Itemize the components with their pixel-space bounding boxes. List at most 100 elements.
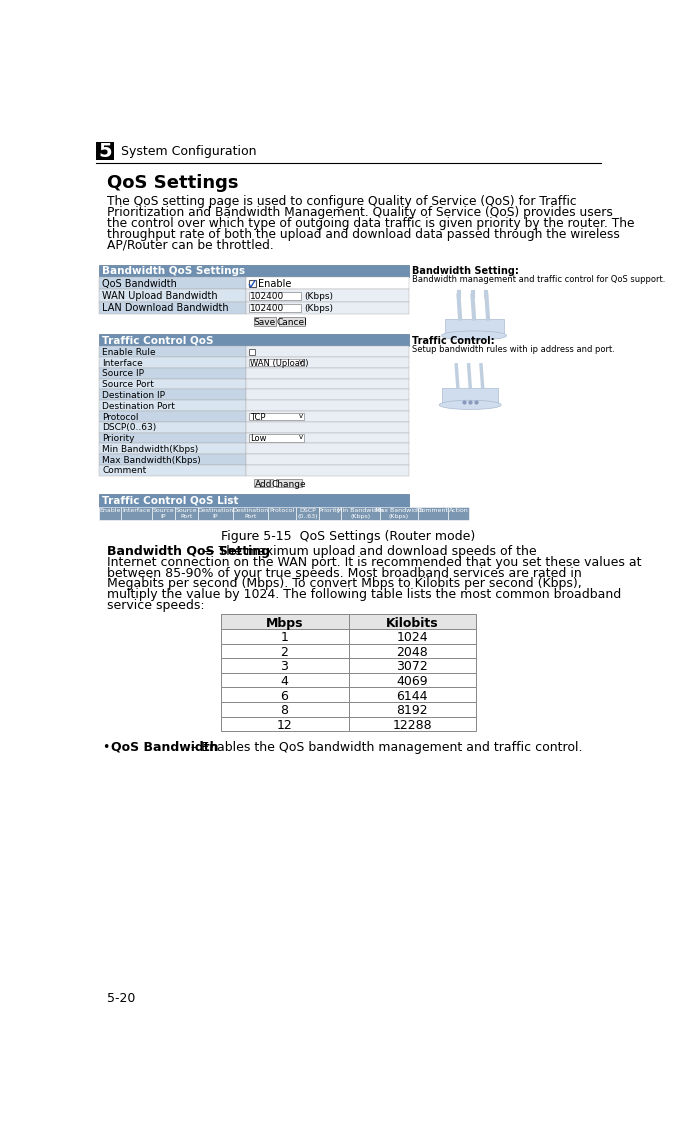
Text: Megabits per second (Mbps). To convert Mbps to Kilobits per second (Kbps),: Megabits per second (Mbps). To convert M… bbox=[107, 578, 581, 590]
Text: 3072: 3072 bbox=[396, 661, 428, 673]
Text: Traffic Control:: Traffic Control: bbox=[412, 335, 494, 345]
Bar bbox=[348, 687, 477, 702]
Ellipse shape bbox=[441, 331, 507, 341]
Bar bbox=[99, 494, 409, 506]
Text: 2048: 2048 bbox=[396, 646, 428, 659]
Text: •: • bbox=[102, 741, 109, 754]
Bar bbox=[99, 277, 246, 290]
Bar bbox=[348, 702, 477, 716]
Bar bbox=[348, 644, 477, 659]
Bar bbox=[348, 629, 477, 644]
Text: Priority: Priority bbox=[102, 434, 135, 443]
Text: Bandwidth Setting:: Bandwidth Setting: bbox=[412, 266, 519, 276]
Bar bbox=[279, 317, 305, 326]
Text: 8192: 8192 bbox=[396, 704, 428, 717]
Text: 12: 12 bbox=[276, 719, 292, 732]
Bar bbox=[254, 478, 273, 487]
Text: Max Bandwidth: Max Bandwidth bbox=[375, 508, 423, 513]
Bar bbox=[99, 432, 246, 443]
Text: The QoS setting page is used to configure Quality of Service (QoS) for Traffic: The QoS setting page is used to configur… bbox=[107, 195, 577, 209]
Text: Kilobits: Kilobits bbox=[386, 617, 439, 629]
Bar bbox=[99, 389, 246, 400]
Text: Traffic Control QoS List: Traffic Control QoS List bbox=[102, 495, 239, 505]
Bar bbox=[96, 141, 114, 160]
Text: DSCP: DSCP bbox=[299, 508, 316, 513]
Text: Source: Source bbox=[152, 508, 174, 513]
Text: (Kbps): (Kbps) bbox=[305, 292, 333, 301]
Bar bbox=[246, 411, 409, 422]
Bar bbox=[246, 389, 409, 400]
Text: Change: Change bbox=[271, 479, 306, 488]
Bar bbox=[246, 432, 409, 443]
Text: – Enables the QoS bandwidth management and traffic control.: – Enables the QoS bandwidth management a… bbox=[186, 741, 582, 754]
Bar bbox=[246, 400, 409, 411]
Bar bbox=[152, 506, 175, 520]
Bar bbox=[220, 629, 348, 644]
Text: throughput rate of both the upload and download data passed through the wireless: throughput rate of both the upload and d… bbox=[107, 228, 619, 240]
Ellipse shape bbox=[439, 400, 501, 409]
Bar bbox=[418, 506, 447, 520]
Text: (Kbps): (Kbps) bbox=[305, 303, 333, 312]
Bar bbox=[99, 411, 246, 422]
Text: 2: 2 bbox=[280, 646, 288, 659]
Text: Protocol: Protocol bbox=[269, 508, 294, 513]
Text: Min Bandwidth(Kbps): Min Bandwidth(Kbps) bbox=[102, 444, 199, 453]
Bar bbox=[348, 716, 477, 731]
Bar bbox=[248, 359, 305, 367]
Text: Comment: Comment bbox=[418, 508, 448, 513]
Bar bbox=[220, 659, 348, 672]
Text: Action: Action bbox=[449, 508, 469, 513]
Text: Destination Port: Destination Port bbox=[102, 402, 175, 411]
Bar bbox=[248, 349, 255, 355]
Text: Enable: Enable bbox=[99, 508, 120, 513]
Text: DSCP(0..63): DSCP(0..63) bbox=[102, 423, 156, 432]
Text: (Kbps): (Kbps) bbox=[389, 514, 409, 519]
Text: TCP: TCP bbox=[250, 413, 266, 422]
Bar bbox=[275, 478, 302, 487]
Text: Mbps: Mbps bbox=[265, 617, 303, 629]
Text: 1024: 1024 bbox=[396, 632, 428, 644]
Bar bbox=[246, 277, 409, 290]
Text: 12288: 12288 bbox=[392, 719, 432, 732]
Text: Bandwidth QoS Setting: Bandwidth QoS Setting bbox=[107, 545, 270, 558]
Text: Port: Port bbox=[244, 514, 256, 519]
Bar bbox=[99, 265, 409, 277]
Bar bbox=[379, 506, 418, 520]
Text: QoS Settings: QoS Settings bbox=[107, 174, 238, 192]
Text: Figure 5-15  QoS Settings (Router mode): Figure 5-15 QoS Settings (Router mode) bbox=[222, 530, 475, 543]
Text: Interface: Interface bbox=[122, 508, 150, 513]
Bar bbox=[348, 672, 477, 687]
Text: Source IP: Source IP bbox=[102, 370, 144, 378]
Bar bbox=[99, 379, 246, 389]
Text: Destination: Destination bbox=[197, 508, 233, 513]
Text: between 85-90% of your true speeds. Most broadband services are rated in: between 85-90% of your true speeds. Most… bbox=[107, 566, 581, 580]
Bar bbox=[99, 301, 246, 314]
Text: Comment: Comment bbox=[102, 467, 146, 476]
Bar bbox=[246, 379, 409, 389]
Bar bbox=[319, 506, 341, 520]
Text: WAN (Upload): WAN (Upload) bbox=[250, 359, 309, 368]
Bar bbox=[248, 413, 305, 421]
Text: System Configuration: System Configuration bbox=[120, 144, 256, 158]
Bar bbox=[348, 659, 477, 672]
Bar bbox=[99, 368, 246, 379]
Bar bbox=[246, 465, 409, 476]
Text: 6144: 6144 bbox=[396, 689, 428, 703]
Text: QoS Bandwidth: QoS Bandwidth bbox=[102, 279, 177, 289]
Bar bbox=[246, 358, 409, 368]
Text: Source Port: Source Port bbox=[102, 380, 154, 389]
Bar bbox=[99, 422, 246, 432]
Bar bbox=[246, 301, 409, 314]
Text: 102400: 102400 bbox=[250, 303, 284, 312]
Text: (Kbps): (Kbps) bbox=[350, 514, 370, 519]
Text: — The maximum upload and download speeds of the: — The maximum upload and download speeds… bbox=[198, 545, 537, 558]
Text: multiply the value by 1024. The following table lists the most common broadband: multiply the value by 1024. The followin… bbox=[107, 588, 621, 601]
Text: 1: 1 bbox=[280, 632, 288, 644]
Bar bbox=[341, 506, 379, 520]
Text: Cancel: Cancel bbox=[277, 318, 307, 327]
Bar bbox=[246, 455, 409, 465]
Bar bbox=[220, 672, 348, 687]
Text: Enable: Enable bbox=[258, 279, 291, 289]
Bar bbox=[348, 615, 477, 629]
Text: Low: Low bbox=[250, 434, 267, 443]
